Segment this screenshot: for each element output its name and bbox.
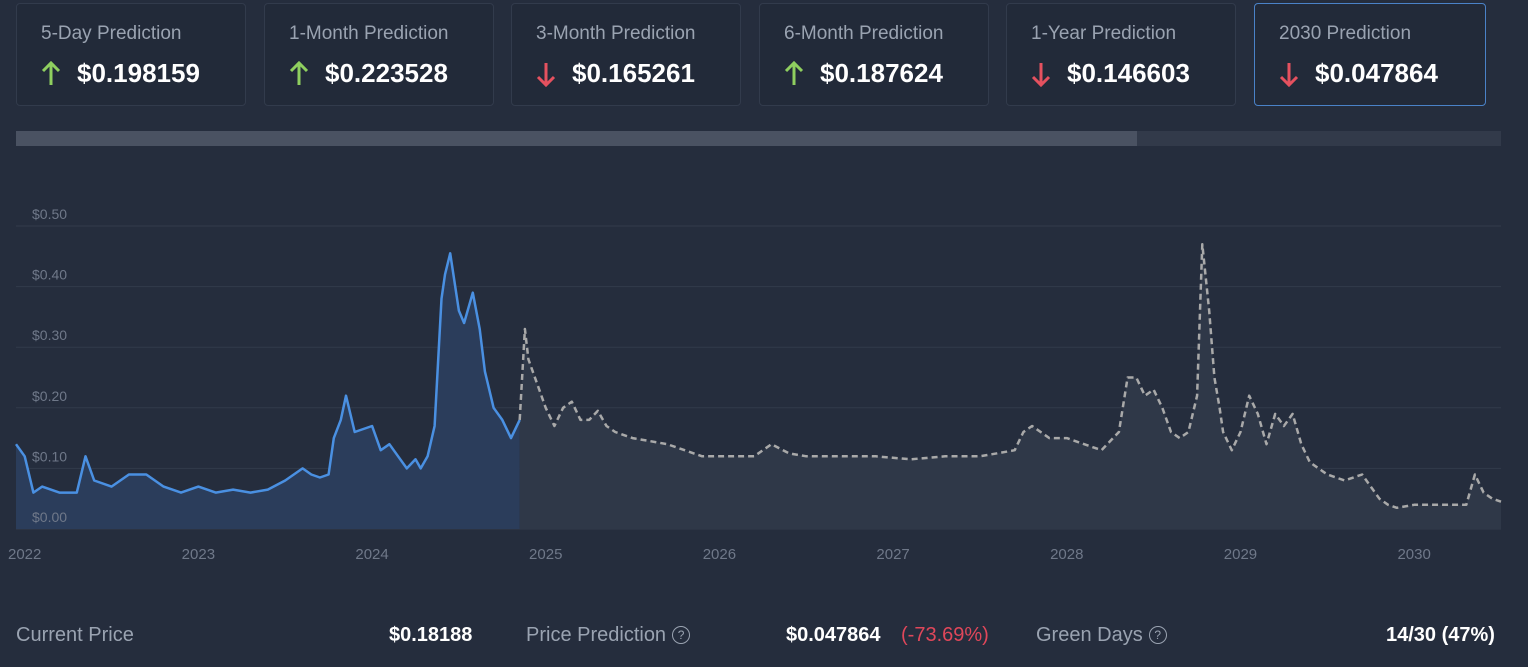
question-circle-icon[interactable]: ? <box>1148 626 1167 644</box>
range-slider-track[interactable] <box>16 131 1501 146</box>
summary-footer: Current Price $0.18188 Price Prediction?… <box>0 624 1528 650</box>
price-chart: $0.00 $0.10 $0.20 $0.30 $0.40 $0.50 2022 2023 20… <box>8 206 1502 563</box>
green-days-label: Green Days <box>1036 624 1143 646</box>
x-tick-label: 2025 <box>529 546 562 563</box>
history-line <box>14 252 521 494</box>
y-tick-label: $0.50 <box>32 206 67 222</box>
card-value: $0.198159 <box>77 58 200 88</box>
current-price-value: $0.18188 <box>389 624 473 646</box>
card-label: 2030 Prediction <box>1279 23 1412 44</box>
arrow-up-icon <box>41 60 61 87</box>
chart-lines <box>14 242 1502 510</box>
x-tick-label: 2028 <box>1050 546 1083 563</box>
x-tick-label: 2030 <box>1397 546 1430 563</box>
card-value: $0.047864 <box>1315 58 1438 88</box>
card-label: 6-Month Prediction <box>784 23 944 44</box>
card-value: $0.165261 <box>572 58 695 88</box>
arrow-down-icon <box>1279 61 1299 87</box>
y-tick-label: $0.20 <box>32 388 67 404</box>
y-tick-label: $0.00 <box>32 509 67 525</box>
price-prediction-change: (-73.69%) <box>901 624 989 646</box>
card-label: 1-Month Prediction <box>289 23 449 44</box>
price-prediction-label-group: Price Prediction? <box>526 624 691 647</box>
arrow-down-icon <box>1031 61 1051 87</box>
card-value-row: $0.223528 <box>289 58 448 89</box>
arrow-down-icon <box>536 61 556 87</box>
card-2030-prediction[interactable]: 2030 Prediction $0.047864 <box>1254 3 1486 106</box>
forecast-line <box>518 242 1502 510</box>
chart-areas <box>16 244 1501 530</box>
current-price-label: Current Price <box>16 624 134 646</box>
green-days-label-group: Green Days? <box>1036 624 1167 647</box>
card-5-day-prediction[interactable]: 5-Day Prediction $0.198159 <box>16 3 246 106</box>
question-circle-icon[interactable]: ? <box>672 626 691 644</box>
card-1-month-prediction[interactable]: 1-Month Prediction $0.223528 <box>264 3 494 106</box>
card-value-row: $0.047864 <box>1279 58 1438 89</box>
y-tick-label: $0.10 <box>32 448 67 464</box>
card-value-row: $0.187624 <box>784 58 943 89</box>
x-tick-label: 2027 <box>876 546 909 563</box>
card-value: $0.146603 <box>1067 58 1190 88</box>
card-label: 3-Month Prediction <box>536 23 696 44</box>
card-value-row: $0.146603 <box>1031 58 1190 89</box>
card-value: $0.187624 <box>820 58 943 88</box>
history-area <box>16 253 520 530</box>
card-1-year-prediction[interactable]: 1-Year Prediction $0.146603 <box>1006 3 1236 106</box>
x-tick-label: 2029 <box>1224 546 1257 563</box>
arrow-up-icon <box>784 60 804 87</box>
arrow-up-icon <box>289 60 309 87</box>
card-6-month-prediction[interactable]: 6-Month Prediction $0.187624 <box>759 3 989 106</box>
x-tick-label: 2024 <box>355 546 388 563</box>
x-tick-label: 2026 <box>703 546 736 563</box>
chart-labels: $0.00 $0.10 $0.20 $0.30 $0.40 $0.50 2022 2023 20… <box>8 206 1431 563</box>
card-value-row: $0.165261 <box>536 58 695 89</box>
card-value-row: $0.198159 <box>41 58 200 89</box>
prediction-cards: 5-Day Prediction $0.198159 1-Month Predi… <box>16 3 1486 108</box>
card-label: 1-Year Prediction <box>1031 23 1177 44</box>
forecast-area <box>519 244 1501 529</box>
range-slider-fill[interactable] <box>16 131 1138 146</box>
price-prediction-label: Price Prediction <box>526 624 667 646</box>
y-tick-label: $0.40 <box>32 267 67 283</box>
card-value: $0.223528 <box>325 58 448 88</box>
x-tick-label: 2023 <box>182 546 215 563</box>
green-days-value: 14/30 (47%) <box>1386 624 1495 646</box>
y-tick-label: $0.30 <box>32 327 67 343</box>
x-tick-label: 2022 <box>8 546 41 563</box>
card-3-month-prediction[interactable]: 3-Month Prediction $0.165261 <box>511 3 741 106</box>
price-prediction-value: $0.047864 <box>786 624 881 646</box>
card-label: 5-Day Prediction <box>41 23 182 44</box>
